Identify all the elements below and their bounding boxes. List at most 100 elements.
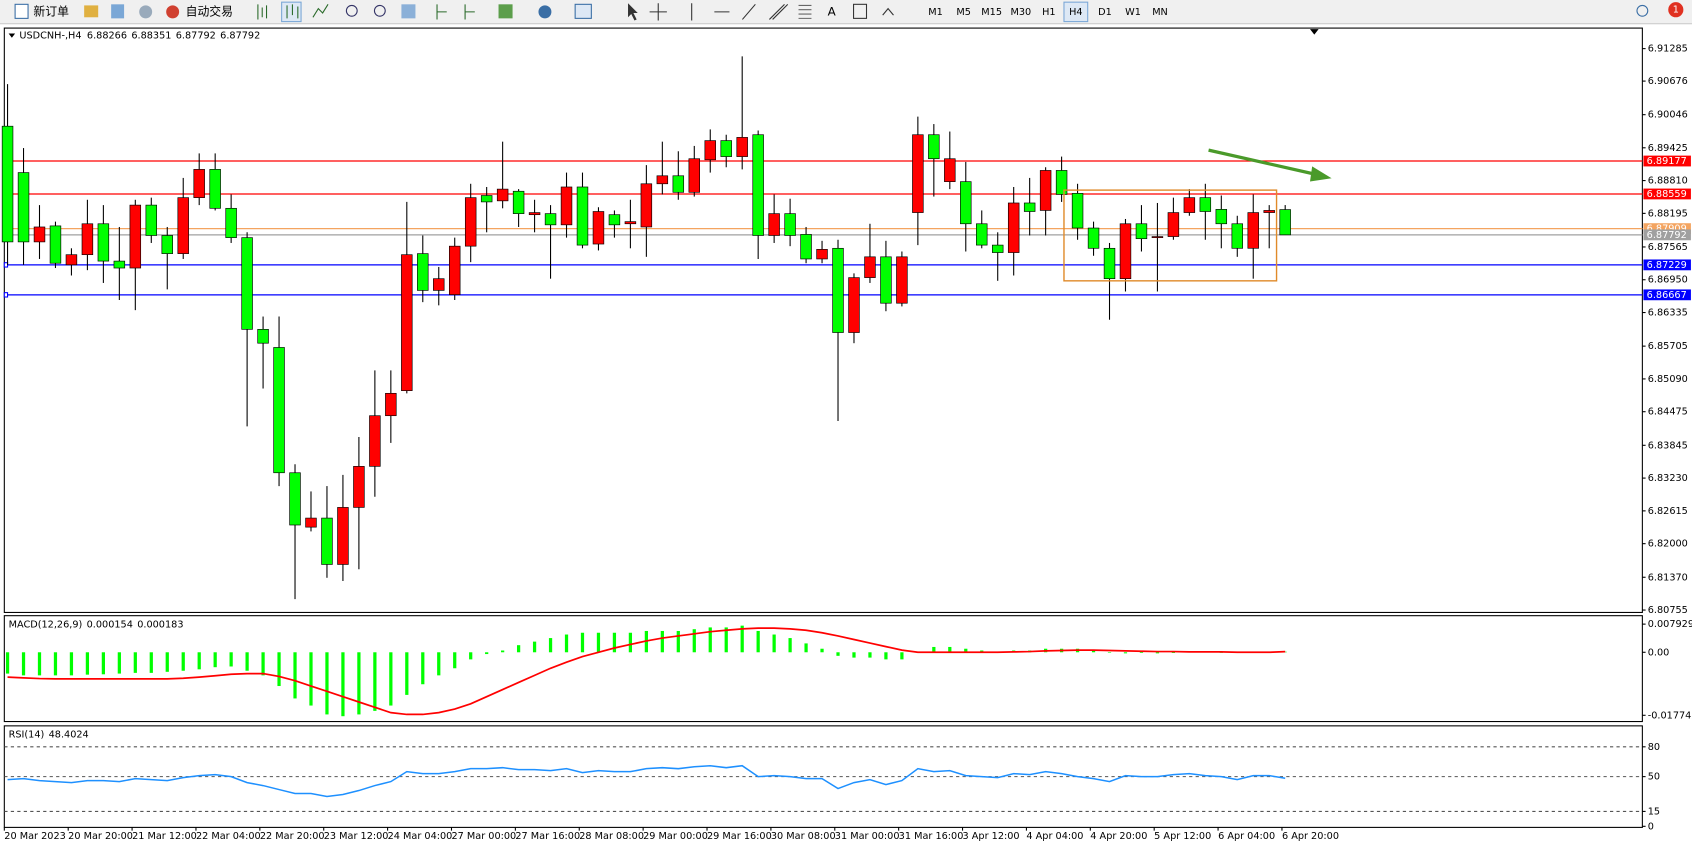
tool-icon[interactable] xyxy=(111,4,125,19)
template-icon[interactable] xyxy=(574,3,592,19)
arrows-tool[interactable] xyxy=(882,7,894,16)
last-high: 6.88351 xyxy=(131,31,171,42)
candle-body xyxy=(784,213,796,236)
line-tools[interactable] xyxy=(691,3,756,21)
auto-trade-button[interactable]: 自动交易 xyxy=(186,4,233,18)
macd-bar xyxy=(213,652,217,668)
candle-body xyxy=(337,507,349,565)
timeframe-button[interactable]: H4 xyxy=(1069,7,1082,18)
macd-bar xyxy=(772,634,776,653)
search-icon[interactable] xyxy=(1636,4,1649,17)
macd-panel xyxy=(3,615,1643,723)
timeframe-button[interactable]: W1 xyxy=(1125,7,1141,18)
new-order-icon[interactable] xyxy=(14,3,29,19)
candle-body xyxy=(289,472,301,526)
toolbar xyxy=(0,0,1692,24)
macd-bar xyxy=(708,627,712,653)
y-tick-label: 6.82615 xyxy=(1648,506,1688,517)
candle-body xyxy=(113,260,126,269)
candle-body xyxy=(129,204,142,269)
x-tick-label: 4 Apr 04:00 xyxy=(1026,831,1083,842)
y-tick-label: 50 xyxy=(1648,772,1660,783)
x-tick-label: 24 Mar 04:00 xyxy=(388,831,453,842)
candle-body xyxy=(1071,193,1084,229)
line-icon[interactable] xyxy=(312,4,329,18)
plot: 6.91285 6.90676 6.90046 6.89425 6.88810 6.881… xyxy=(1,44,1692,842)
timeframe-button[interactable]: MN xyxy=(1152,7,1168,18)
menu-triangle[interactable] xyxy=(8,33,16,38)
candle-body xyxy=(65,254,78,266)
timeframe-button[interactable]: M15 xyxy=(981,7,1002,18)
macd-value: 0.000154 xyxy=(87,619,133,630)
candle-body xyxy=(145,204,158,236)
candle-body xyxy=(496,188,509,202)
candle-body xyxy=(433,278,445,291)
candle-body xyxy=(976,223,988,246)
candle-icon[interactable] xyxy=(286,4,299,19)
x-tick-label: 28 Mar 08:00 xyxy=(579,831,644,842)
chart-type-buttons[interactable] xyxy=(257,1,329,23)
auto-trade-icon[interactable] xyxy=(166,5,180,19)
last-close: 6.87792 xyxy=(220,31,260,42)
macd-bar xyxy=(964,648,968,653)
fibo-tool[interactable] xyxy=(798,4,812,19)
cursor-icon[interactable] xyxy=(628,3,638,21)
channel-tool[interactable] xyxy=(769,3,789,20)
price-label-bg xyxy=(1643,188,1691,200)
tile-icon[interactable] xyxy=(401,4,416,19)
macd-bar xyxy=(501,650,505,653)
timeframe-button[interactable]: M5 xyxy=(956,7,971,18)
shift-marker xyxy=(1310,29,1319,35)
new-order-button[interactable]: 新订单 xyxy=(33,4,69,18)
x-tick-label: 20 Mar 20:00 xyxy=(68,831,133,842)
x-tick-label: 4 Apr 20:00 xyxy=(1090,831,1147,842)
timeframe-button[interactable]: M1 xyxy=(928,7,943,18)
notification-badge[interactable] xyxy=(1668,2,1684,18)
y-tick-label: 6.80755 xyxy=(1648,605,1688,616)
macd-bar xyxy=(724,627,728,653)
timeframe-button[interactable]: D1 xyxy=(1098,7,1112,18)
macd-bar xyxy=(421,652,425,685)
bar-chart-icon[interactable] xyxy=(257,4,268,20)
candle-body xyxy=(640,183,653,228)
indicator-icon[interactable] xyxy=(498,4,513,19)
y-tick-label: 6.89425 xyxy=(1648,143,1688,154)
y-tick-label: 0.007929 xyxy=(1648,619,1692,630)
macd-bar xyxy=(868,652,872,658)
y-tick-label: 6.84475 xyxy=(1648,407,1688,418)
candle-body xyxy=(241,237,253,330)
macd-bar xyxy=(53,652,58,676)
tool-icon[interactable] xyxy=(84,5,99,18)
macd-bar xyxy=(1155,652,1160,654)
x-tick-label: 20 Mar 2023 xyxy=(4,831,66,842)
rsi-header: RSI(14) 48.4024 xyxy=(9,730,89,741)
macd-bar xyxy=(564,634,569,653)
price-tag xyxy=(3,262,9,268)
timeframe-button[interactable]: M30 xyxy=(1010,7,1031,18)
macd-bar xyxy=(884,652,888,660)
price-label-bg xyxy=(1643,259,1691,271)
candle-body xyxy=(1087,227,1100,249)
zoom-out-icon[interactable] xyxy=(373,4,386,17)
period-icon[interactable] xyxy=(538,5,552,19)
zoom-in-icon[interactable] xyxy=(345,4,358,17)
macd-bar xyxy=(676,630,680,653)
y-tick-label: 15 xyxy=(1648,806,1660,817)
candle-body xyxy=(257,329,269,344)
price-label: 6.87229 xyxy=(1647,260,1687,271)
text-tool[interactable]: A xyxy=(828,4,837,18)
candle-body xyxy=(17,172,30,243)
candle-body xyxy=(177,197,189,254)
shift-icon[interactable] xyxy=(464,4,475,20)
active-timeframe xyxy=(1063,1,1089,23)
timeframe-button[interactable]: H1 xyxy=(1042,7,1055,18)
y-tick-label: 6.81370 xyxy=(1648,572,1688,583)
label-tool[interactable] xyxy=(853,3,868,19)
crosshair-icon[interactable] xyxy=(649,3,667,21)
tool-icon[interactable] xyxy=(139,5,153,19)
candle-body xyxy=(161,235,173,254)
candle-body xyxy=(896,256,908,304)
autoscroll-icon[interactable] xyxy=(436,4,447,20)
candle-body xyxy=(928,134,940,160)
